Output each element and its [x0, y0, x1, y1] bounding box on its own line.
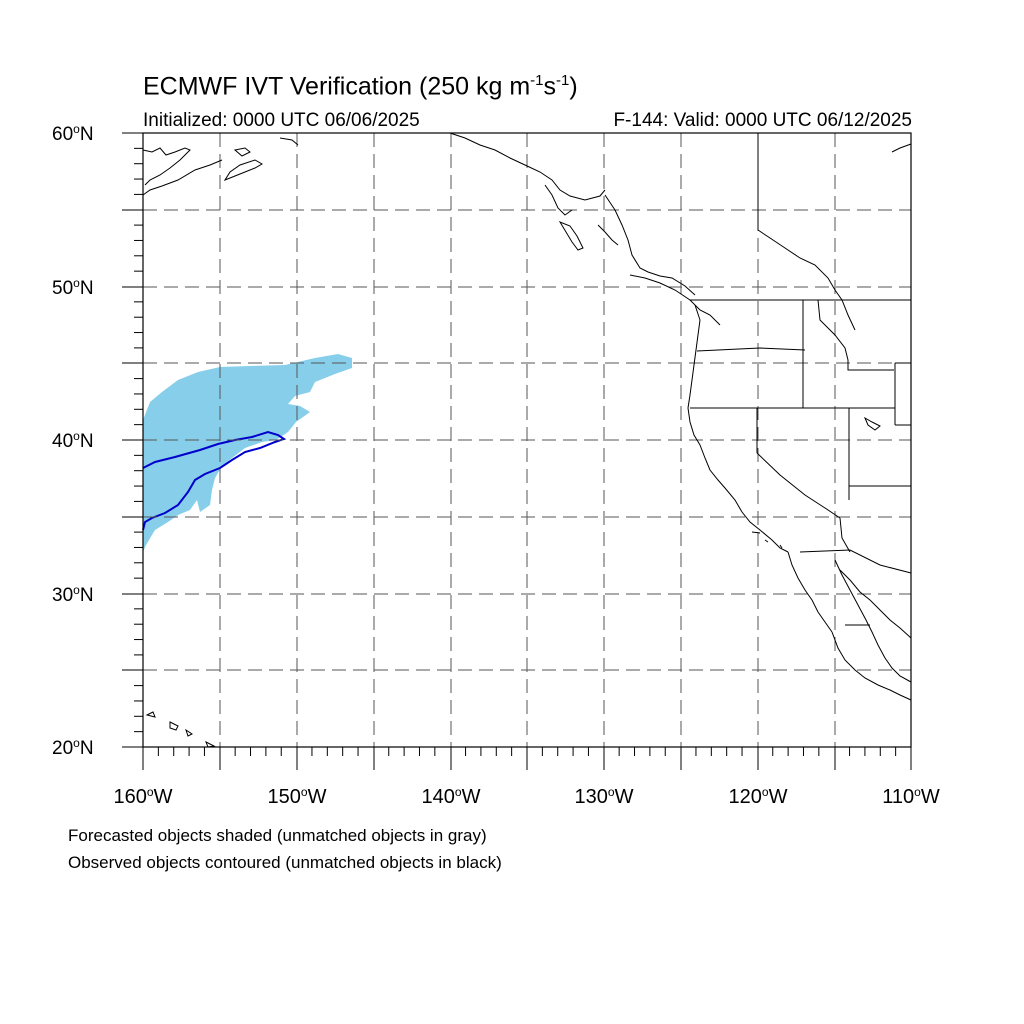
legend-observed: Observed objects contoured (unmatched ob…	[68, 853, 502, 872]
lat-label-60: 60oN	[52, 122, 94, 145]
lon-label-110w: 110oW	[882, 785, 940, 808]
observed-ivt-contour	[142, 430, 287, 531]
valid-time: F-144: Valid: 0000 UTC 06/12/2025	[613, 110, 912, 131]
political-borders	[690, 133, 912, 626]
lon-label-140w: 140oW	[421, 785, 481, 808]
lon-label-120w: 120oW	[728, 785, 788, 808]
forecast-ivt-object	[143, 354, 352, 552]
lat-lon-grid	[143, 133, 911, 747]
map-title: ECMWF IVT Verification (250 kg m-1s-1)	[143, 72, 578, 101]
lon-label-130w: 130oW	[574, 785, 634, 808]
minor-ticks	[134, 147, 897, 756]
axis-ticks	[122, 132, 912, 770]
lon-label-150w: 150oW	[267, 785, 327, 808]
lat-label-30: 30oN	[52, 583, 94, 606]
legend-forecast: Forecasted objects shaded (unmatched obj…	[68, 826, 487, 845]
lon-label-160w: 160oW	[113, 785, 173, 808]
initialized-time: Initialized: 0000 UTC 06/06/2025	[143, 110, 420, 131]
lat-label-50: 50oN	[52, 276, 94, 299]
coastlines	[142, 132, 912, 748]
lat-label-40: 40oN	[52, 429, 94, 452]
lat-label-20: 20oN	[52, 736, 94, 759]
